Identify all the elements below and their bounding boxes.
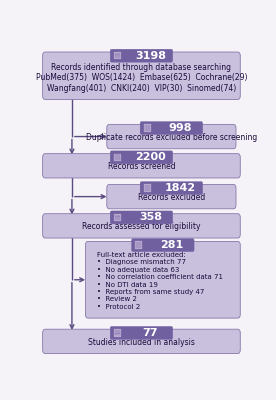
Text: 2200: 2200 — [135, 152, 166, 162]
FancyBboxPatch shape — [114, 154, 121, 161]
FancyBboxPatch shape — [85, 242, 240, 318]
FancyBboxPatch shape — [140, 182, 203, 195]
Text: 358: 358 — [139, 212, 162, 222]
Text: •  Review 2: • Review 2 — [97, 296, 136, 302]
FancyBboxPatch shape — [43, 214, 240, 238]
Text: Records screened: Records screened — [108, 162, 175, 171]
FancyBboxPatch shape — [110, 326, 173, 339]
FancyBboxPatch shape — [114, 52, 121, 59]
Text: 281: 281 — [160, 240, 184, 250]
Text: 1842: 1842 — [165, 183, 196, 193]
Text: •  No correlation coefficient data 71: • No correlation coefficient data 71 — [97, 274, 222, 280]
FancyBboxPatch shape — [107, 184, 236, 209]
Text: Studies included in analysis: Studies included in analysis — [88, 338, 195, 347]
FancyBboxPatch shape — [135, 242, 142, 249]
Text: Duplicate records excluded before screening: Duplicate records excluded before screen… — [86, 133, 257, 142]
FancyBboxPatch shape — [114, 214, 121, 221]
Text: 3198: 3198 — [135, 51, 166, 61]
FancyBboxPatch shape — [110, 49, 173, 62]
Text: Full-text article excluded:: Full-text article excluded: — [97, 252, 185, 258]
FancyBboxPatch shape — [114, 329, 121, 336]
FancyBboxPatch shape — [140, 122, 203, 134]
Text: Records assessed for eligibility: Records assessed for eligibility — [82, 222, 201, 231]
FancyBboxPatch shape — [107, 124, 236, 149]
Text: 998: 998 — [169, 123, 192, 133]
FancyBboxPatch shape — [132, 239, 194, 252]
Text: Wangfang(401)  CNKI(240)  VIP(30)  Sinomed(74): Wangfang(401) CNKI(240) VIP(30) Sinomed(… — [47, 84, 236, 93]
Text: Records identified through database searching: Records identified through database sear… — [51, 63, 232, 72]
Text: PubMed(375)  WOS(1424)  Embase(625)  Cochrane(29): PubMed(375) WOS(1424) Embase(625) Cochra… — [36, 73, 247, 82]
Text: •  No adequate data 63: • No adequate data 63 — [97, 267, 179, 273]
FancyBboxPatch shape — [110, 211, 173, 224]
FancyBboxPatch shape — [110, 151, 173, 164]
Text: Records excluded: Records excluded — [138, 193, 205, 202]
Text: •  No DTI data 19: • No DTI data 19 — [97, 282, 157, 288]
Text: 77: 77 — [143, 328, 158, 338]
Text: •  Diagnose mismatch 77: • Diagnose mismatch 77 — [97, 259, 185, 265]
FancyBboxPatch shape — [43, 52, 240, 100]
FancyBboxPatch shape — [43, 329, 240, 354]
FancyBboxPatch shape — [144, 184, 151, 192]
FancyBboxPatch shape — [43, 154, 240, 178]
FancyBboxPatch shape — [144, 124, 151, 132]
Text: •  Protocol 2: • Protocol 2 — [97, 304, 140, 310]
Text: •  Reports from same study 47: • Reports from same study 47 — [97, 289, 204, 295]
